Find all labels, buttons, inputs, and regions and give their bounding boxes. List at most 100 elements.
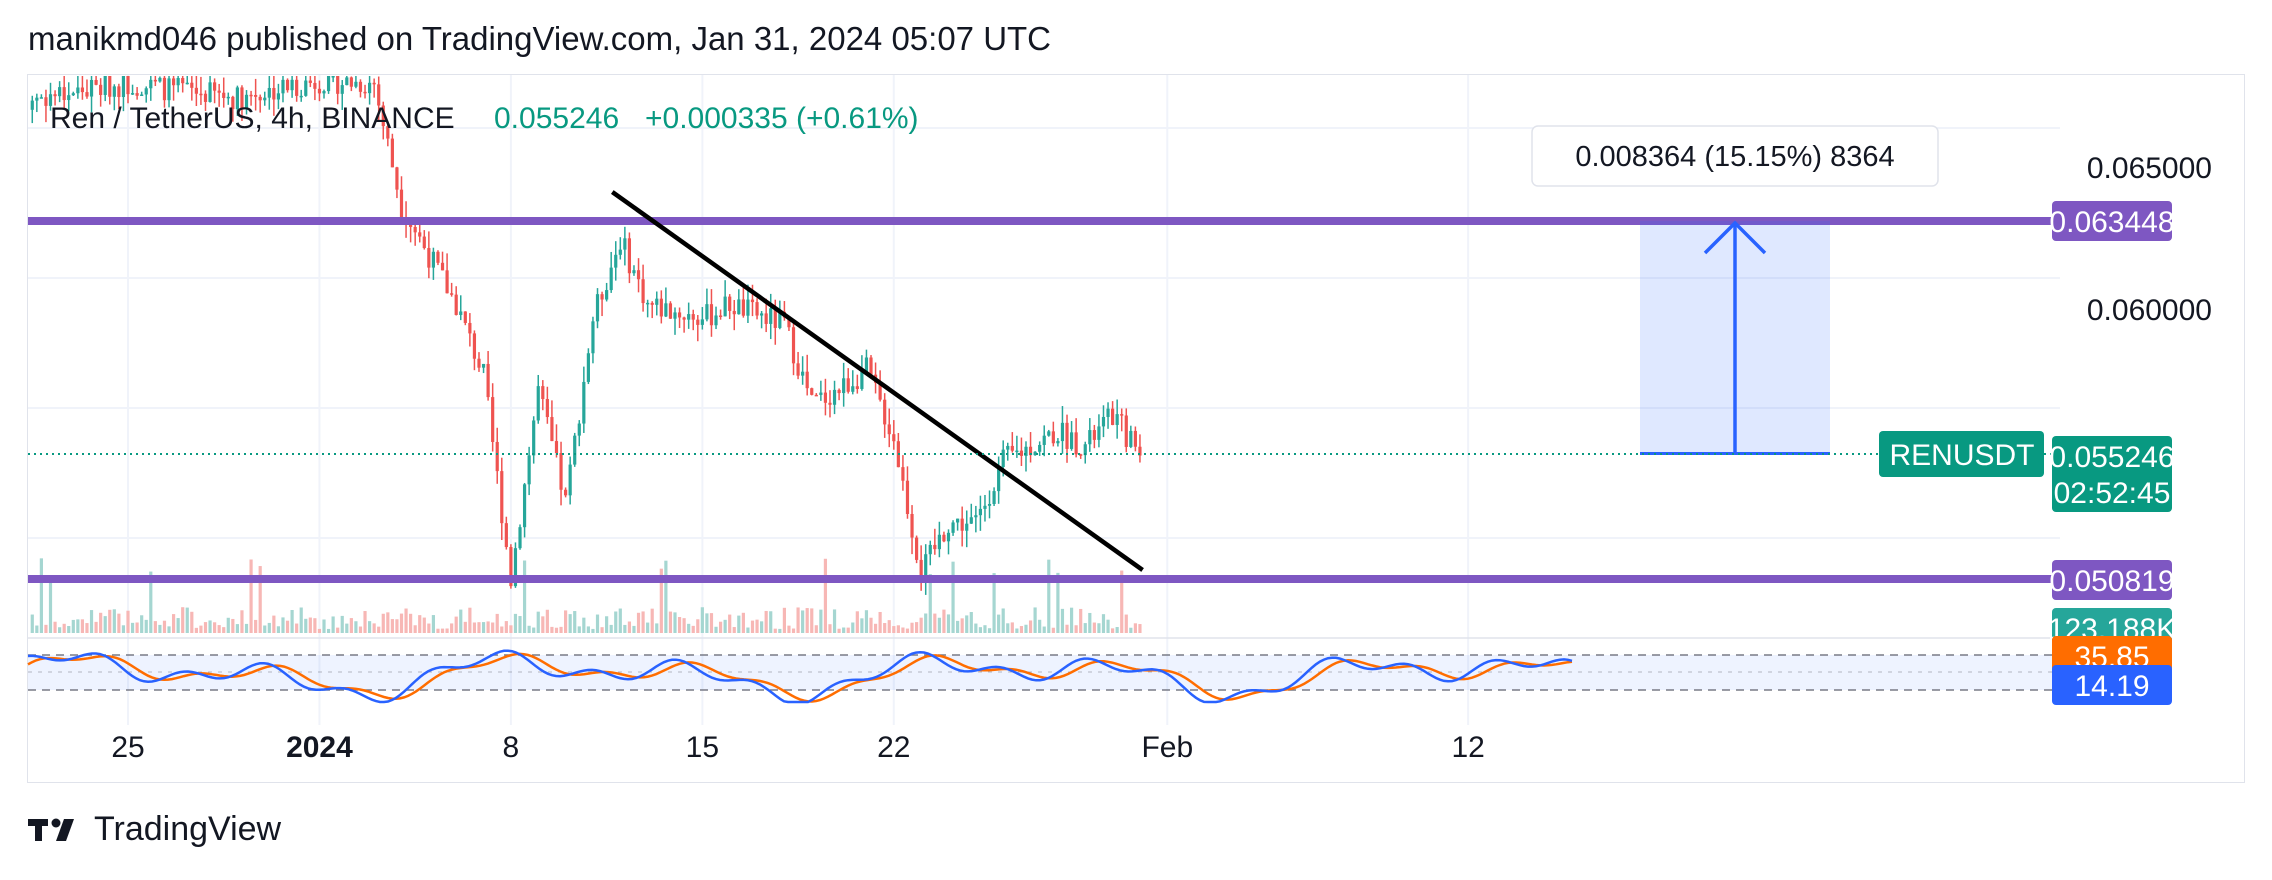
volume-bar xyxy=(62,623,66,633)
volume-bar xyxy=(94,621,98,633)
volume-bar xyxy=(459,609,463,633)
candle-body xyxy=(1124,415,1128,447)
price-tag: 14.19 xyxy=(2052,665,2172,705)
candle-body xyxy=(668,303,673,319)
price-tag-bg xyxy=(2052,201,2172,241)
candle-body xyxy=(595,294,600,322)
candlestick-series xyxy=(30,76,1142,595)
candle-body xyxy=(340,85,344,94)
volume-bar xyxy=(281,617,285,633)
volume-bar xyxy=(787,625,791,633)
volume-bar xyxy=(1092,622,1096,633)
volume-bar xyxy=(381,613,385,633)
volume-bar xyxy=(937,617,941,633)
volume-bar xyxy=(646,622,650,633)
trendline xyxy=(610,190,1144,572)
candle-body xyxy=(213,82,217,91)
candle-body xyxy=(254,94,258,97)
volume-bar xyxy=(85,623,89,633)
volume-bar xyxy=(217,625,221,633)
volume-bar xyxy=(586,626,590,633)
candle-body xyxy=(956,518,960,523)
candle-body xyxy=(67,95,71,101)
volume-bar xyxy=(167,626,171,633)
candle-body xyxy=(741,299,745,316)
volume-bar xyxy=(317,628,322,633)
candle-body xyxy=(190,82,194,88)
candle-body xyxy=(764,313,768,324)
candle-body xyxy=(837,389,841,394)
candle-body xyxy=(814,394,818,397)
volume-bar xyxy=(1115,627,1119,633)
candle-body xyxy=(1015,450,1019,453)
candle-body xyxy=(582,381,586,424)
candle-body xyxy=(295,79,299,96)
candle-body xyxy=(564,489,568,496)
candle-body xyxy=(1033,451,1037,456)
candle-body xyxy=(30,100,34,110)
candle-body xyxy=(372,82,376,85)
legend-change: +0.000335 (+0.61%) xyxy=(645,102,919,135)
volume-bar xyxy=(924,613,928,633)
candle-body xyxy=(987,503,992,506)
candle-body xyxy=(1051,431,1055,444)
candle-body xyxy=(472,333,477,359)
volume-bar xyxy=(541,616,545,633)
candle-body xyxy=(162,77,167,101)
chart-frame xyxy=(27,74,2245,783)
volume-bar xyxy=(345,623,349,633)
volume-bar xyxy=(1042,626,1046,633)
candle-body xyxy=(573,435,577,465)
candle-body xyxy=(436,251,440,263)
volume-bar xyxy=(750,620,755,633)
candle-body xyxy=(1074,432,1078,455)
volume-bar xyxy=(1056,572,1060,633)
volume-bar xyxy=(1120,570,1124,633)
volume-bar xyxy=(1065,624,1069,633)
volume-bar xyxy=(769,611,773,633)
candle-body xyxy=(103,76,107,95)
candle-body xyxy=(755,302,759,316)
candle-body xyxy=(477,358,481,368)
volume-bar xyxy=(358,626,363,633)
volume-bar xyxy=(1111,628,1115,633)
candle-body xyxy=(367,82,372,94)
candle-body xyxy=(381,105,385,127)
volume-bar xyxy=(687,623,691,633)
volume-bar xyxy=(700,607,704,633)
candle-body xyxy=(1019,450,1024,456)
volume-bar xyxy=(235,624,239,633)
price-tick-label: 0.060000 xyxy=(2087,294,2212,327)
symbol-tag-label: RENUSDT xyxy=(1889,439,2034,472)
candle-body xyxy=(614,254,618,268)
volume-bar xyxy=(696,619,700,633)
time-axis-label: 2024 xyxy=(286,731,353,764)
volume-bar xyxy=(99,612,103,633)
volume-bar xyxy=(176,618,180,633)
volume-bar xyxy=(386,612,390,633)
volume-bar xyxy=(140,615,144,633)
volume-bar xyxy=(422,617,426,633)
candle-body xyxy=(532,420,536,456)
candle-body xyxy=(627,238,632,274)
candle-body xyxy=(942,534,946,542)
volume-bar xyxy=(746,627,750,633)
volume-bar xyxy=(267,622,271,633)
volume-bar xyxy=(117,613,121,633)
stoch-band xyxy=(28,655,2060,690)
volume-bar xyxy=(960,618,964,633)
candle-body xyxy=(760,313,764,316)
candle-body xyxy=(445,270,449,294)
candle-body xyxy=(44,97,48,106)
volume-bar xyxy=(363,611,367,633)
candle-body xyxy=(395,167,399,190)
volume-bar xyxy=(522,560,527,633)
volume-bar xyxy=(992,573,996,633)
volume-bar xyxy=(190,611,194,633)
candle-body xyxy=(1129,430,1133,447)
volume-bar xyxy=(53,621,57,633)
volume-bar xyxy=(436,628,440,633)
volume-bar xyxy=(409,613,413,633)
candle-body xyxy=(992,491,996,504)
